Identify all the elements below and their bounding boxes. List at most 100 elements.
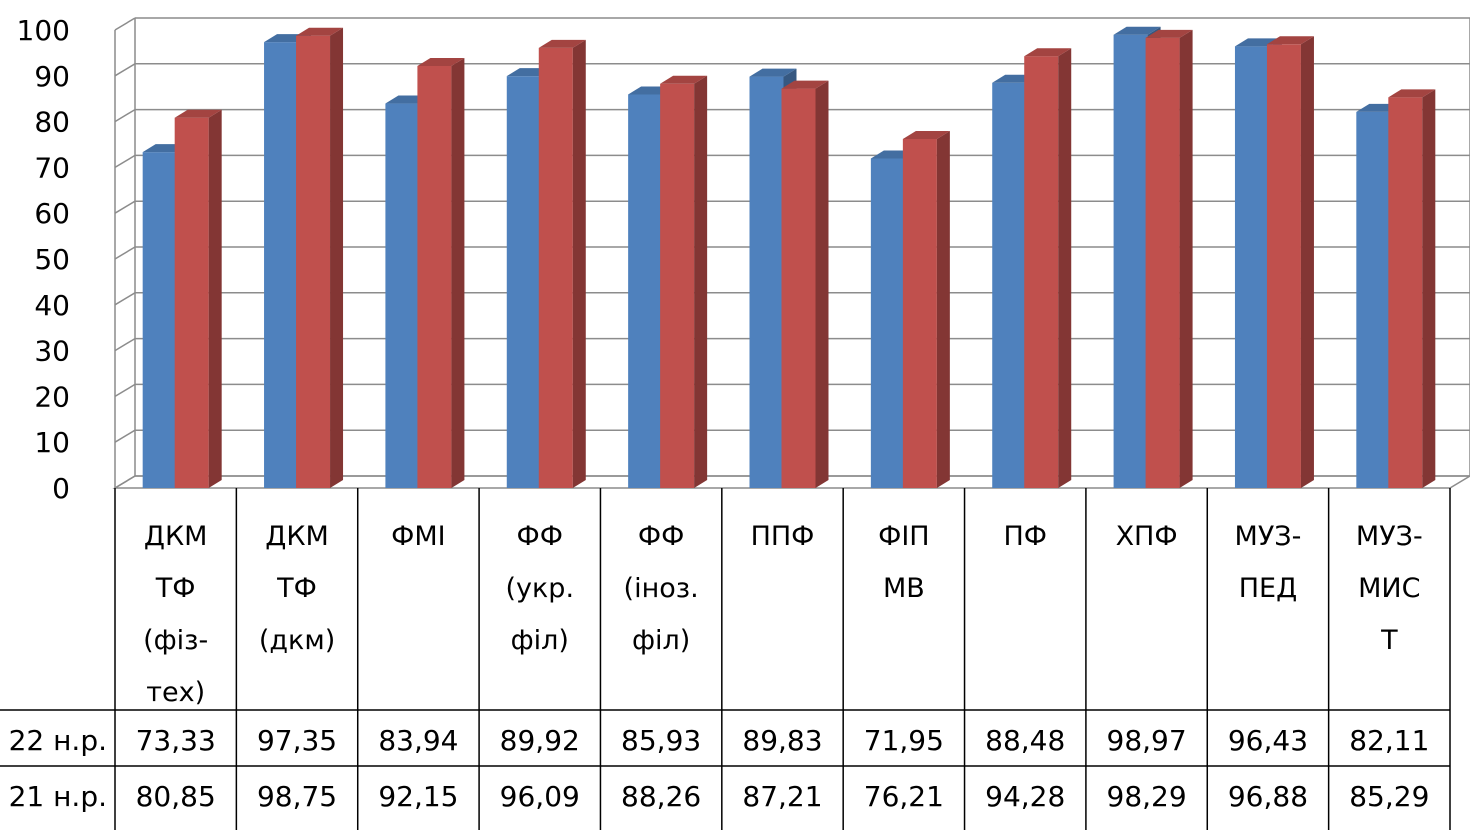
gridline-diag-30 — [114, 337, 136, 352]
bar-side — [572, 39, 586, 488]
data-label-2-9: 98,29 — [1107, 780, 1187, 813]
bar-side — [1058, 48, 1072, 488]
y-tick-label-70: 70 — [34, 151, 70, 184]
bar-2-5 — [660, 75, 708, 489]
bar-side — [1300, 36, 1314, 488]
category-label-7: ФІП МВ — [878, 521, 930, 604]
bar-2-4 — [538, 39, 586, 488]
bar-top — [1113, 26, 1161, 35]
data-label-2-6: 87,21 — [742, 780, 822, 813]
bar-front — [992, 82, 1027, 488]
category-label-4: ФФ (укр. філ) — [505, 521, 574, 656]
y-tick-label-40: 40 — [34, 289, 70, 322]
bar-side — [1179, 29, 1193, 489]
bar-top — [781, 80, 829, 89]
gridline-diag-20 — [114, 383, 136, 398]
bar-front — [538, 47, 573, 488]
y-tick-label-20: 20 — [34, 380, 70, 413]
data-label-1-6: 89,83 — [742, 724, 822, 757]
bar-front — [628, 94, 663, 488]
gridline-diag-80 — [114, 108, 136, 123]
y-tick-label-30: 30 — [34, 335, 70, 368]
data-label-1-9: 98,97 — [1107, 724, 1187, 757]
y-axis: 0 10 20 30 40 50 60 70 80 90 100 — [17, 14, 70, 505]
category-label-3: ФМІ — [391, 521, 446, 552]
bar-front — [1234, 46, 1269, 489]
bar-2-1 — [174, 109, 222, 488]
series-label-2: 21 н.р. — [9, 780, 107, 813]
bar-top — [296, 27, 344, 36]
bar-front — [1356, 111, 1391, 488]
data-label-2-2: 98,75 — [257, 780, 337, 813]
bar-front — [385, 103, 420, 488]
gridline-diag-40 — [114, 292, 136, 306]
bar-side — [694, 75, 708, 489]
bar-front — [1388, 97, 1423, 489]
bar-2-6 — [781, 80, 829, 489]
data-label-1-8: 88,48 — [985, 724, 1065, 757]
bar-side — [330, 27, 344, 488]
data-label-2-3: 92,15 — [378, 780, 458, 813]
category-label-11: МУЗ-МИС Т — [1356, 521, 1423, 656]
data-label-2-5: 88,26 — [621, 780, 701, 813]
y-tick-label-50: 50 — [34, 243, 70, 276]
bar-top — [538, 39, 586, 48]
category-label-6: ППФ — [751, 521, 815, 552]
bar-top — [660, 75, 708, 84]
bar-top — [417, 57, 465, 66]
category-label-2: ДКМ ТФ (дкм) — [259, 521, 335, 656]
data-label-1-11: 82,11 — [1349, 724, 1429, 757]
bar-top — [749, 68, 797, 77]
gridline-diag-90 — [114, 63, 136, 77]
bar-front — [1266, 44, 1301, 488]
bar-side — [1422, 89, 1436, 489]
bar-top — [902, 130, 950, 139]
bar-front — [417, 65, 452, 488]
data-label-1-7: 71,95 — [864, 724, 944, 757]
bar-front — [142, 152, 177, 488]
data-label-1-2: 97,35 — [257, 724, 337, 757]
bar-front — [781, 88, 816, 489]
bar-top — [1145, 29, 1193, 38]
bars — [142, 26, 1436, 489]
category-label-10: МУЗ-ПЕД — [1235, 521, 1302, 604]
bar-front — [296, 35, 331, 488]
bar-front — [749, 76, 784, 488]
gridline-diag-50 — [114, 246, 136, 260]
bar-2-11 — [1388, 89, 1436, 489]
bar-front — [174, 117, 209, 488]
series-label-1: 22 н.р. — [9, 724, 107, 757]
gridline-diag-100 — [114, 17, 136, 31]
y-tick-label-0: 0 — [52, 472, 70, 505]
bar-2-9 — [1145, 29, 1193, 489]
bar-side — [936, 130, 950, 489]
data-label-2-10: 96,88 — [1228, 780, 1308, 813]
category-label-5: ФФ (іноз. філ) — [624, 521, 699, 656]
bar-top — [1266, 36, 1314, 45]
gridline-diag-10 — [114, 429, 136, 443]
data-label-2-1: 80,85 — [136, 780, 216, 813]
bar-top — [1388, 89, 1436, 98]
data-label-1-4: 89,92 — [500, 724, 580, 757]
bar-2-2 — [296, 27, 344, 488]
bar-front — [264, 42, 299, 489]
data-label-2-7: 76,21 — [864, 780, 944, 813]
y-tick-label-60: 60 — [34, 197, 70, 230]
bar-2-7 — [902, 130, 950, 489]
data-label-1-1: 73,33 — [136, 724, 216, 757]
data-label-2-11: 85,29 — [1349, 780, 1429, 813]
y-tick-label-80: 80 — [34, 106, 70, 139]
bar-2-8 — [1024, 48, 1072, 488]
bar-front — [660, 83, 695, 489]
category-label-9: ХПФ — [1116, 521, 1178, 552]
gridline-diag-60 — [114, 200, 136, 214]
bar-front — [902, 138, 937, 489]
y-tick-label-10: 10 — [34, 426, 70, 459]
category-label-8: ПФ — [1003, 521, 1047, 552]
bar-2-3 — [417, 57, 465, 488]
bar-front — [1024, 56, 1059, 488]
data-label-1-3: 83,94 — [378, 724, 458, 757]
bar-front — [870, 158, 905, 488]
bar-front — [506, 76, 541, 489]
